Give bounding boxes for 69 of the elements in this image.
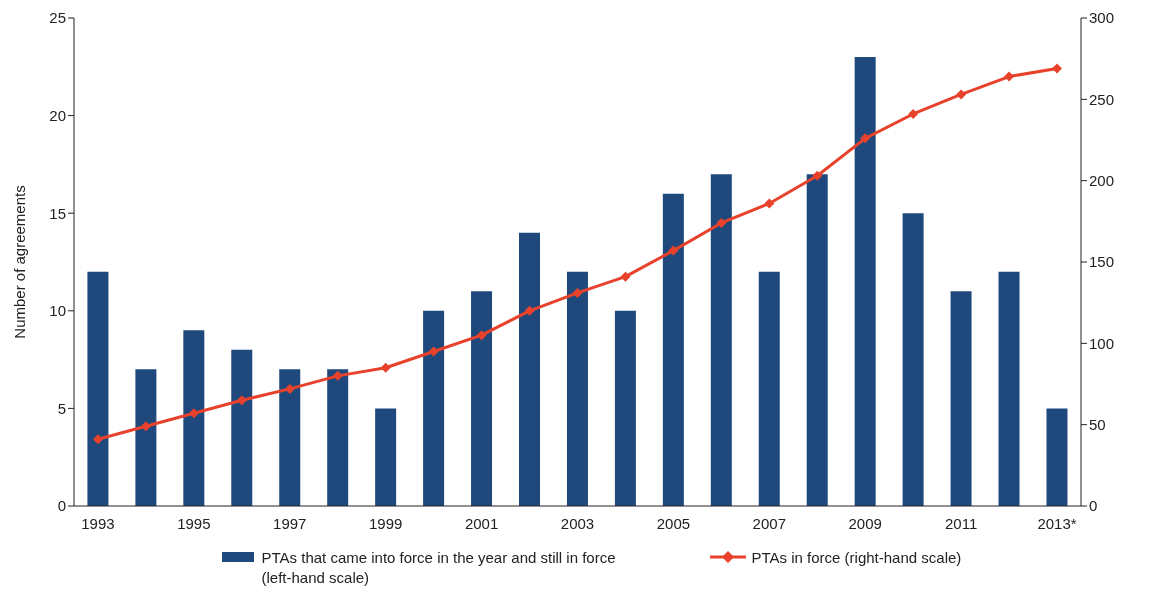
bar bbox=[662, 193, 684, 506]
bar bbox=[710, 174, 732, 506]
point bbox=[140, 421, 151, 432]
y2-tick-label: 250 bbox=[1089, 90, 1115, 108]
x-tick-label: 1995 bbox=[177, 514, 211, 532]
bar bbox=[950, 291, 972, 506]
y2-tick-label: 200 bbox=[1089, 171, 1115, 189]
bar bbox=[135, 369, 157, 506]
point bbox=[284, 383, 295, 394]
y-tick-label: 25 bbox=[49, 9, 66, 27]
x-tick-label: 2001 bbox=[464, 514, 499, 532]
bar bbox=[902, 213, 924, 506]
point bbox=[380, 362, 391, 373]
x-tick-label: 2013* bbox=[1037, 514, 1077, 532]
x-tick-label: 1997 bbox=[273, 514, 307, 532]
point bbox=[860, 133, 871, 144]
y-tick-label: 5 bbox=[57, 399, 66, 417]
y2-tick-label: 150 bbox=[1089, 253, 1115, 271]
bar bbox=[471, 291, 493, 506]
x-tick-label: 2007 bbox=[752, 514, 786, 532]
y-tick-label: 0 bbox=[57, 497, 66, 515]
y2-tick-label: 100 bbox=[1089, 334, 1115, 352]
x-tick-label: 2011 bbox=[944, 514, 978, 532]
bar bbox=[423, 310, 445, 506]
point bbox=[1004, 71, 1015, 82]
bar bbox=[998, 271, 1020, 506]
x-tick-label: 2005 bbox=[656, 514, 691, 532]
bar bbox=[806, 174, 828, 506]
point bbox=[1052, 63, 1063, 74]
point bbox=[668, 245, 679, 256]
point bbox=[524, 305, 535, 316]
y2-tick-label: 50 bbox=[1089, 415, 1106, 433]
point bbox=[428, 346, 439, 357]
point bbox=[812, 170, 823, 181]
bar bbox=[87, 271, 109, 506]
legend-label: PTAs in force (right-hand scale) bbox=[751, 548, 962, 568]
x-tick-label: 2003 bbox=[560, 514, 595, 532]
bar bbox=[758, 271, 780, 506]
point bbox=[188, 408, 199, 419]
bar bbox=[566, 271, 588, 506]
bar bbox=[375, 408, 397, 506]
legend-label: PTAs that came into force in the year and still in force (left-hand scale) bbox=[261, 548, 617, 588]
point bbox=[236, 395, 247, 406]
bar bbox=[614, 310, 636, 506]
x-tick-label: 2009 bbox=[848, 514, 882, 532]
y-tick-label: 15 bbox=[49, 204, 66, 222]
x-tick-label: 1993 bbox=[81, 514, 115, 532]
bar bbox=[1046, 408, 1068, 506]
point bbox=[332, 370, 343, 381]
point bbox=[572, 287, 583, 298]
point bbox=[620, 271, 631, 282]
y2-tick-label: 300 bbox=[1089, 9, 1115, 27]
bar bbox=[231, 349, 253, 506]
point bbox=[716, 217, 727, 228]
point bbox=[908, 108, 919, 119]
bar bbox=[183, 330, 205, 506]
y-axis-title: Number of agreements bbox=[11, 185, 29, 339]
x-tick-label: 1999 bbox=[369, 514, 403, 532]
bar bbox=[519, 232, 540, 506]
y2-tick-label: 0 bbox=[1089, 497, 1098, 515]
y-tick-label: 10 bbox=[49, 302, 66, 320]
bar bbox=[854, 57, 876, 506]
y-tick-label: 20 bbox=[49, 106, 66, 124]
bar bbox=[327, 369, 349, 506]
point bbox=[956, 89, 967, 100]
point bbox=[476, 330, 487, 341]
point bbox=[764, 198, 775, 209]
point bbox=[92, 434, 103, 445]
bar bbox=[279, 369, 301, 506]
